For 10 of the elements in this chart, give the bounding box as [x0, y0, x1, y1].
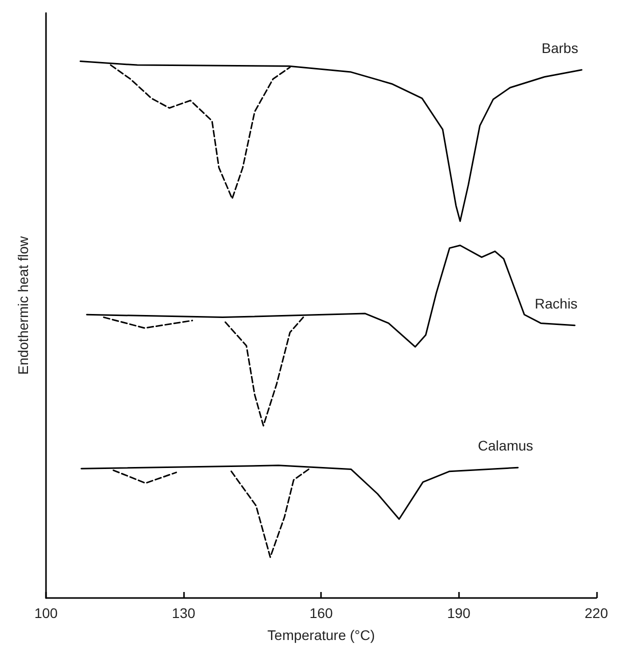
y-axis-title: Endothermic heat flow — [15, 235, 31, 375]
x-tick-label: 160 — [309, 605, 334, 621]
x-tick-label: 100 — [34, 605, 58, 621]
series-label: Barbs — [542, 40, 578, 56]
x-tick-label: 220 — [584, 605, 608, 621]
x-tick-label: 190 — [447, 605, 471, 621]
x-tick-label: 130 — [172, 605, 196, 621]
series-label: Rachis — [534, 295, 578, 312]
series-label: Calamus — [478, 438, 534, 454]
x-axis-title: Temperature (°C) — [267, 627, 375, 643]
